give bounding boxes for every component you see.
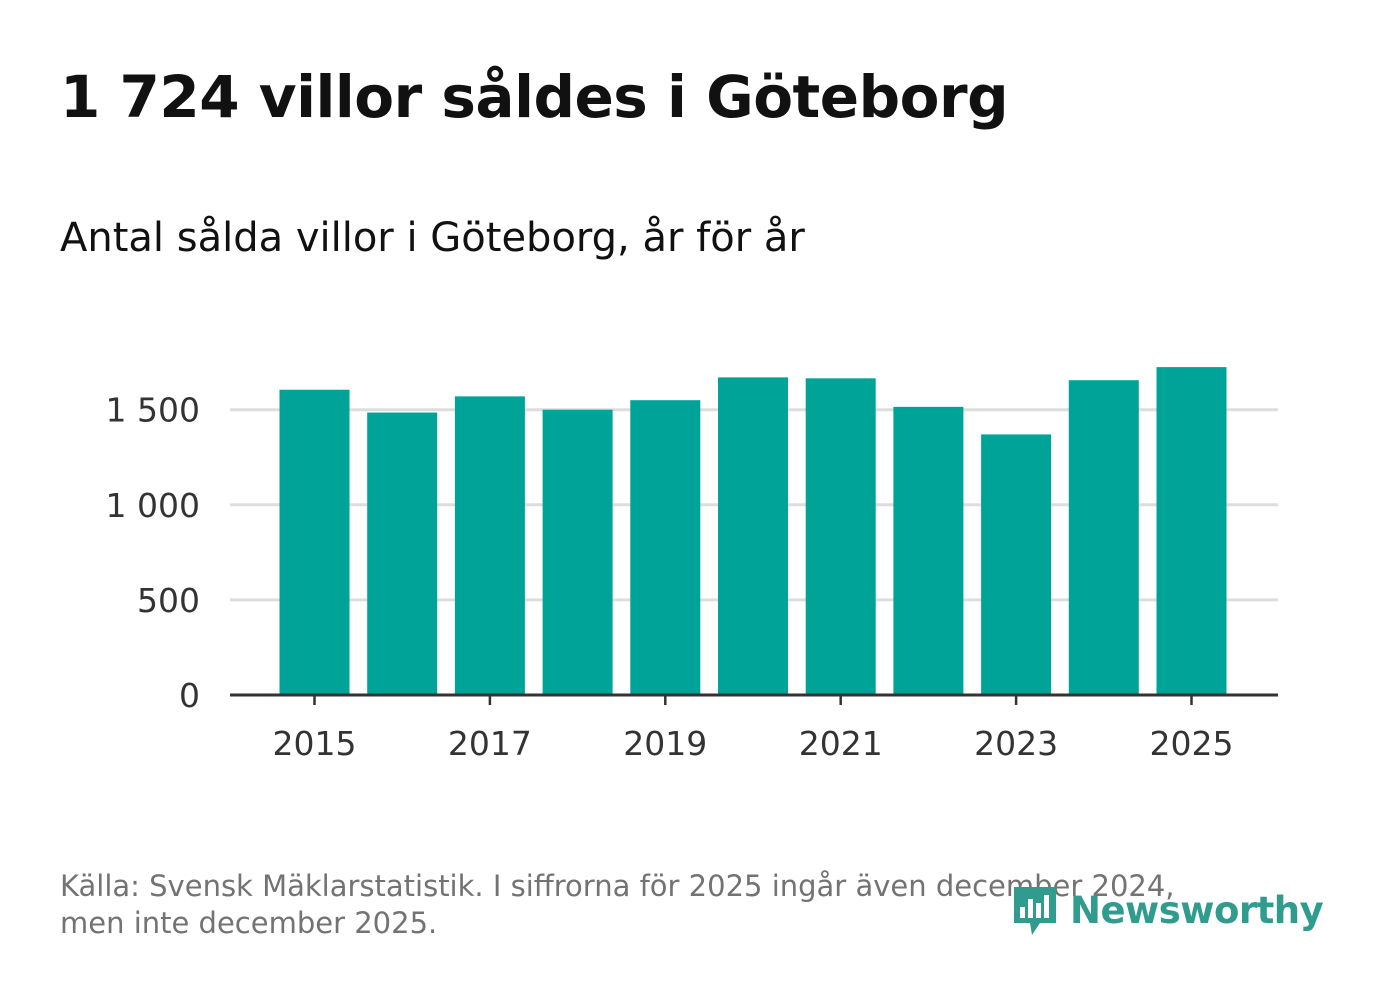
bar-2025: [1156, 367, 1227, 695]
y-tick-label: 0: [179, 676, 200, 715]
x-tick-label: 2023: [974, 724, 1058, 763]
newsworthy-logo-icon: [1014, 887, 1056, 935]
bars: [279, 367, 1227, 695]
y-tick-label: 1 500: [106, 391, 200, 430]
bar-2024: [1068, 380, 1139, 695]
bar-2019: [630, 400, 701, 695]
bar-2023: [981, 434, 1052, 695]
bar-2020: [718, 377, 788, 695]
axes: [230, 693, 1278, 705]
x-tick-label: 2015: [273, 724, 357, 763]
bar-2016: [367, 412, 438, 695]
chart-headline: 1 724 villor såldes i Göteborg: [60, 63, 1009, 131]
bar-2015: [279, 389, 350, 695]
y-tick-label: 1 000: [106, 486, 200, 525]
bar-2017: [454, 396, 525, 695]
x-tick-label: 2021: [799, 724, 883, 763]
bar-2018: [542, 409, 613, 695]
x-tick-label: 2019: [623, 724, 707, 763]
source-line-2: men inte december 2025.: [60, 906, 438, 940]
y-tick-label: 500: [137, 581, 200, 620]
x-tick-label: 2017: [448, 724, 532, 763]
tick-labels: 0 500 1 000 1 500 2015 2017 2019 2021 2023 2025: [106, 391, 1234, 763]
logo-text: Newsworthy: [1070, 888, 1324, 932]
source-note: Källa: Svensk Mäklarstatistik. I siffror…: [60, 868, 1260, 942]
source-line-1: Källa: Svensk Mäklarstatistik. I siffror…: [60, 869, 1175, 903]
newsworthy-logo: Newsworthy: [1010, 880, 1324, 940]
bar-2021: [805, 378, 876, 695]
bar-2022: [893, 406, 964, 695]
chart-subtitle: Antal sålda villor i Göteborg, år för år: [60, 215, 805, 261]
x-tick-label: 2025: [1150, 724, 1234, 763]
